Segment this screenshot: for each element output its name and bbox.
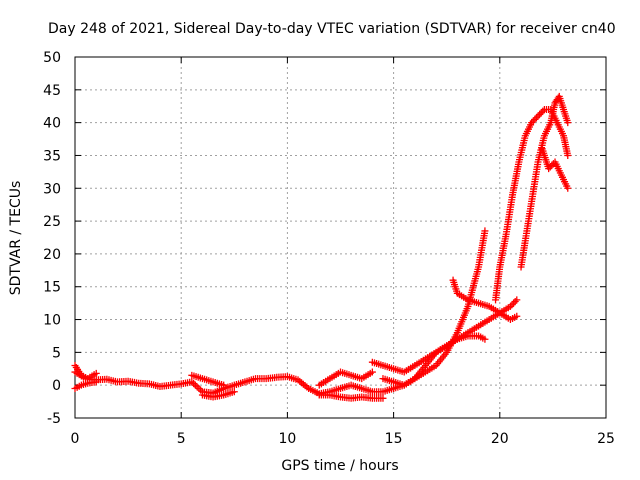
data-point xyxy=(368,368,376,376)
y-tick-label: -5 xyxy=(47,411,61,427)
data-point xyxy=(536,110,544,118)
y-tick-label: 20 xyxy=(43,247,61,263)
data-points xyxy=(71,92,572,402)
data-point xyxy=(546,163,554,171)
y-tick-label: 25 xyxy=(43,214,61,230)
data-point xyxy=(532,114,540,122)
y-tick-label: 10 xyxy=(43,313,61,329)
x-tick-label: 0 xyxy=(71,431,80,447)
y-tick-label: 50 xyxy=(43,50,61,66)
data-point xyxy=(506,302,514,310)
data-point xyxy=(564,151,572,159)
data-point xyxy=(534,112,542,120)
data-point xyxy=(545,165,553,173)
plot-frame xyxy=(74,56,607,419)
data-point xyxy=(481,227,489,235)
x-tick-label: 25 xyxy=(597,431,615,447)
x-tick-label: 5 xyxy=(177,431,186,447)
data-point xyxy=(531,115,539,123)
data-point xyxy=(511,297,519,305)
data-point xyxy=(529,117,537,125)
y-tick-label: 40 xyxy=(43,116,61,132)
x-tick-label: 20 xyxy=(491,431,509,447)
data-point xyxy=(195,384,203,392)
y-tick-label: 0 xyxy=(52,378,61,394)
tick-labels: 0 5 10 15 20 25 -5 0 5 10 15 20 25 30 35 40 45 50 xyxy=(43,50,615,447)
data-point xyxy=(220,381,228,389)
x-tick-label: 10 xyxy=(278,431,296,447)
data-point xyxy=(528,119,536,127)
data-point xyxy=(513,296,521,304)
data-point xyxy=(481,335,489,343)
y-tick-label: 30 xyxy=(43,181,61,197)
data-point xyxy=(508,301,516,309)
y-tick-label: 45 xyxy=(43,83,61,99)
data-point xyxy=(379,394,387,402)
data-point xyxy=(92,369,100,377)
data-point xyxy=(513,312,521,320)
y-tick-label: 15 xyxy=(43,280,61,296)
x-tick-label: 15 xyxy=(385,431,403,447)
y-axis-label: SDTVAR / TECUs xyxy=(8,181,24,296)
data-point xyxy=(539,107,547,115)
data-point xyxy=(564,184,572,192)
data-point xyxy=(564,119,572,127)
data-point xyxy=(548,161,556,169)
data-point xyxy=(230,388,238,396)
data-point xyxy=(92,378,100,386)
x-axis-label: GPS time / hours xyxy=(281,458,398,474)
chart-title: Day 248 of 2021, Sidereal Day-to-day VTE… xyxy=(48,21,616,37)
data-point xyxy=(537,109,545,117)
y-tick-label: 5 xyxy=(52,345,61,361)
data-point xyxy=(190,380,198,388)
data-point xyxy=(193,383,201,391)
data-point xyxy=(510,299,518,307)
y-tick-label: 35 xyxy=(43,148,61,164)
ticks xyxy=(74,56,607,419)
